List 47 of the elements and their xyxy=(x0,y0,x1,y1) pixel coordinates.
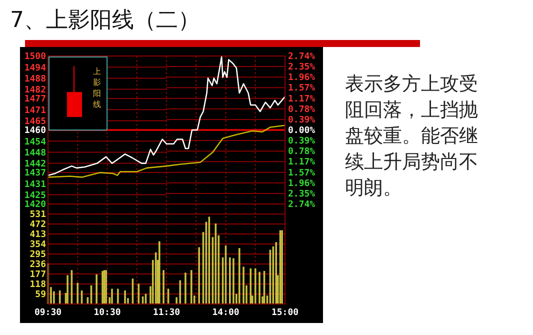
y2-tick-label: 1.96% xyxy=(288,179,316,190)
y-tick-label: 59 xyxy=(35,290,46,300)
y-tick-label: 118 xyxy=(30,280,46,290)
y2-tick-label: 0.00% xyxy=(288,126,316,136)
y-tick-label: 354 xyxy=(30,240,47,250)
y2-tick-label: 1.96% xyxy=(288,73,316,84)
y-tick-label: 1437 xyxy=(24,168,46,179)
y2-tick-label: 0.78% xyxy=(288,105,316,116)
y-tick-label: 1420 xyxy=(24,200,46,210)
y2-tick-label: 1.17% xyxy=(288,94,316,105)
y-tick-label: 1488 xyxy=(24,74,46,84)
y2-tick-label: 2.74% xyxy=(288,200,316,210)
y2-tick-label: 1.57% xyxy=(288,84,316,94)
chart-title: 7、上影阳线（二） xyxy=(10,8,200,33)
y-tick-label: 295 xyxy=(30,250,46,260)
y-tick-label: 1460 xyxy=(24,126,46,136)
y-tick-label: 531 xyxy=(30,210,46,220)
y2-tick-label: 0.39% xyxy=(288,136,316,147)
x-tick-label: 10:30 xyxy=(94,308,121,318)
y-tick-label: 1482 xyxy=(24,85,46,96)
y2-tick-label: 0.78% xyxy=(288,147,316,158)
y-tick-label: 1500 xyxy=(24,52,46,62)
y-tick-label: 1454 xyxy=(24,137,47,148)
y-tick-label: 236 xyxy=(30,260,46,270)
x-tick-label: 15:00 xyxy=(271,308,299,318)
y2-tick-label: 0.39% xyxy=(288,116,316,126)
y-tick-label: 177 xyxy=(30,270,46,280)
text: 表示多方上攻受阻回落，上挡抛盘较重。能否继续上升局势尚不明朗。 xyxy=(345,73,478,199)
y-tick-label: 1494 xyxy=(24,63,47,74)
y2-tick-label: 2.35% xyxy=(288,190,316,200)
y-tick-label: 1471 xyxy=(24,106,46,116)
y-tick-label: 1442 xyxy=(24,159,46,170)
y-tick-label: 472 xyxy=(30,220,46,230)
x-tick-label: 11:30 xyxy=(152,308,180,318)
y-tick-label: 1477 xyxy=(24,94,46,105)
y-tick-label: 1425 xyxy=(24,190,46,201)
y-tick-label: 413 xyxy=(30,230,46,240)
annotation: 上影阳线 xyxy=(93,67,101,109)
y2-tick-label: 1.17% xyxy=(288,158,316,168)
y-tick-label: 1448 xyxy=(24,148,46,158)
y-tick-label: 1465 xyxy=(24,116,46,127)
y2-tick-label: 1.57% xyxy=(288,168,316,179)
y-tick-label: 1431 xyxy=(24,180,46,190)
x-tick-label: 09:30 xyxy=(34,308,62,318)
x-tick-label: 14:00 xyxy=(212,308,240,318)
y2-tick-label: 2.74% xyxy=(288,52,316,62)
y2-tick-label: 2.35% xyxy=(288,62,316,73)
